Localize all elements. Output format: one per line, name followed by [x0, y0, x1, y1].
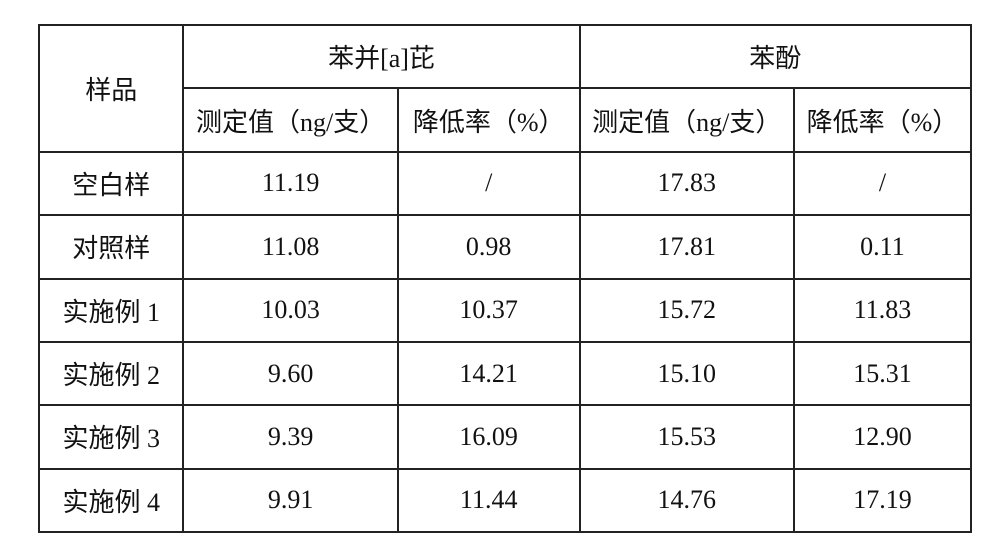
cell-b-value: 14.76	[580, 469, 794, 532]
cell-a-value: 9.91	[183, 469, 397, 532]
table-row: 实施例 4 9.91 11.44 14.76 17.19	[39, 469, 971, 532]
cell-a-rate: 14.21	[398, 342, 580, 405]
col-header-a-value: 测定值（ng/支）	[183, 88, 397, 151]
cell-b-rate: /	[794, 152, 971, 215]
cell-sample: 实施例 2	[39, 342, 183, 405]
col-header-b-value: 测定值（ng/支）	[580, 88, 794, 151]
col-header-a-rate: 降低率（%）	[398, 88, 580, 151]
cell-b-value: 17.81	[580, 215, 794, 278]
data-table: 样品 苯并[a]芘 苯酚 测定值（ng/支） 降低率（%） 测定值（ng/支） …	[38, 24, 972, 533]
cell-a-value: 9.60	[183, 342, 397, 405]
cell-sample: 空白样	[39, 152, 183, 215]
cell-b-rate: 15.31	[794, 342, 971, 405]
col-header-sample: 样品	[39, 25, 183, 152]
col-header-b-rate: 降低率（%）	[794, 88, 971, 151]
cell-a-value: 11.19	[183, 152, 397, 215]
cell-a-rate: /	[398, 152, 580, 215]
cell-a-rate: 0.98	[398, 215, 580, 278]
table-container: 样品 苯并[a]芘 苯酚 测定值（ng/支） 降低率（%） 测定值（ng/支） …	[0, 0, 1000, 557]
cell-b-value: 17.83	[580, 152, 794, 215]
cell-a-value: 9.39	[183, 405, 397, 468]
cell-b-rate: 11.83	[794, 279, 971, 342]
cell-b-rate: 0.11	[794, 215, 971, 278]
cell-a-rate: 11.44	[398, 469, 580, 532]
cell-b-value: 15.72	[580, 279, 794, 342]
col-header-group-b: 苯酚	[580, 25, 971, 88]
cell-a-rate: 16.09	[398, 405, 580, 468]
cell-sample: 实施例 1	[39, 279, 183, 342]
cell-a-value: 10.03	[183, 279, 397, 342]
cell-a-value: 11.08	[183, 215, 397, 278]
col-header-group-a: 苯并[a]芘	[183, 25, 579, 88]
cell-sample: 实施例 4	[39, 469, 183, 532]
table-row: 实施例 3 9.39 16.09 15.53 12.90	[39, 405, 971, 468]
table-row: 对照样 11.08 0.98 17.81 0.11	[39, 215, 971, 278]
cell-b-value: 15.53	[580, 405, 794, 468]
table-row: 实施例 2 9.60 14.21 15.10 15.31	[39, 342, 971, 405]
cell-b-rate: 12.90	[794, 405, 971, 468]
cell-b-rate: 17.19	[794, 469, 971, 532]
cell-sample: 对照样	[39, 215, 183, 278]
cell-b-value: 15.10	[580, 342, 794, 405]
table-header-row-1: 样品 苯并[a]芘 苯酚	[39, 25, 971, 88]
table-row: 空白样 11.19 / 17.83 /	[39, 152, 971, 215]
cell-a-rate: 10.37	[398, 279, 580, 342]
table-row: 实施例 1 10.03 10.37 15.72 11.83	[39, 279, 971, 342]
cell-sample: 实施例 3	[39, 405, 183, 468]
